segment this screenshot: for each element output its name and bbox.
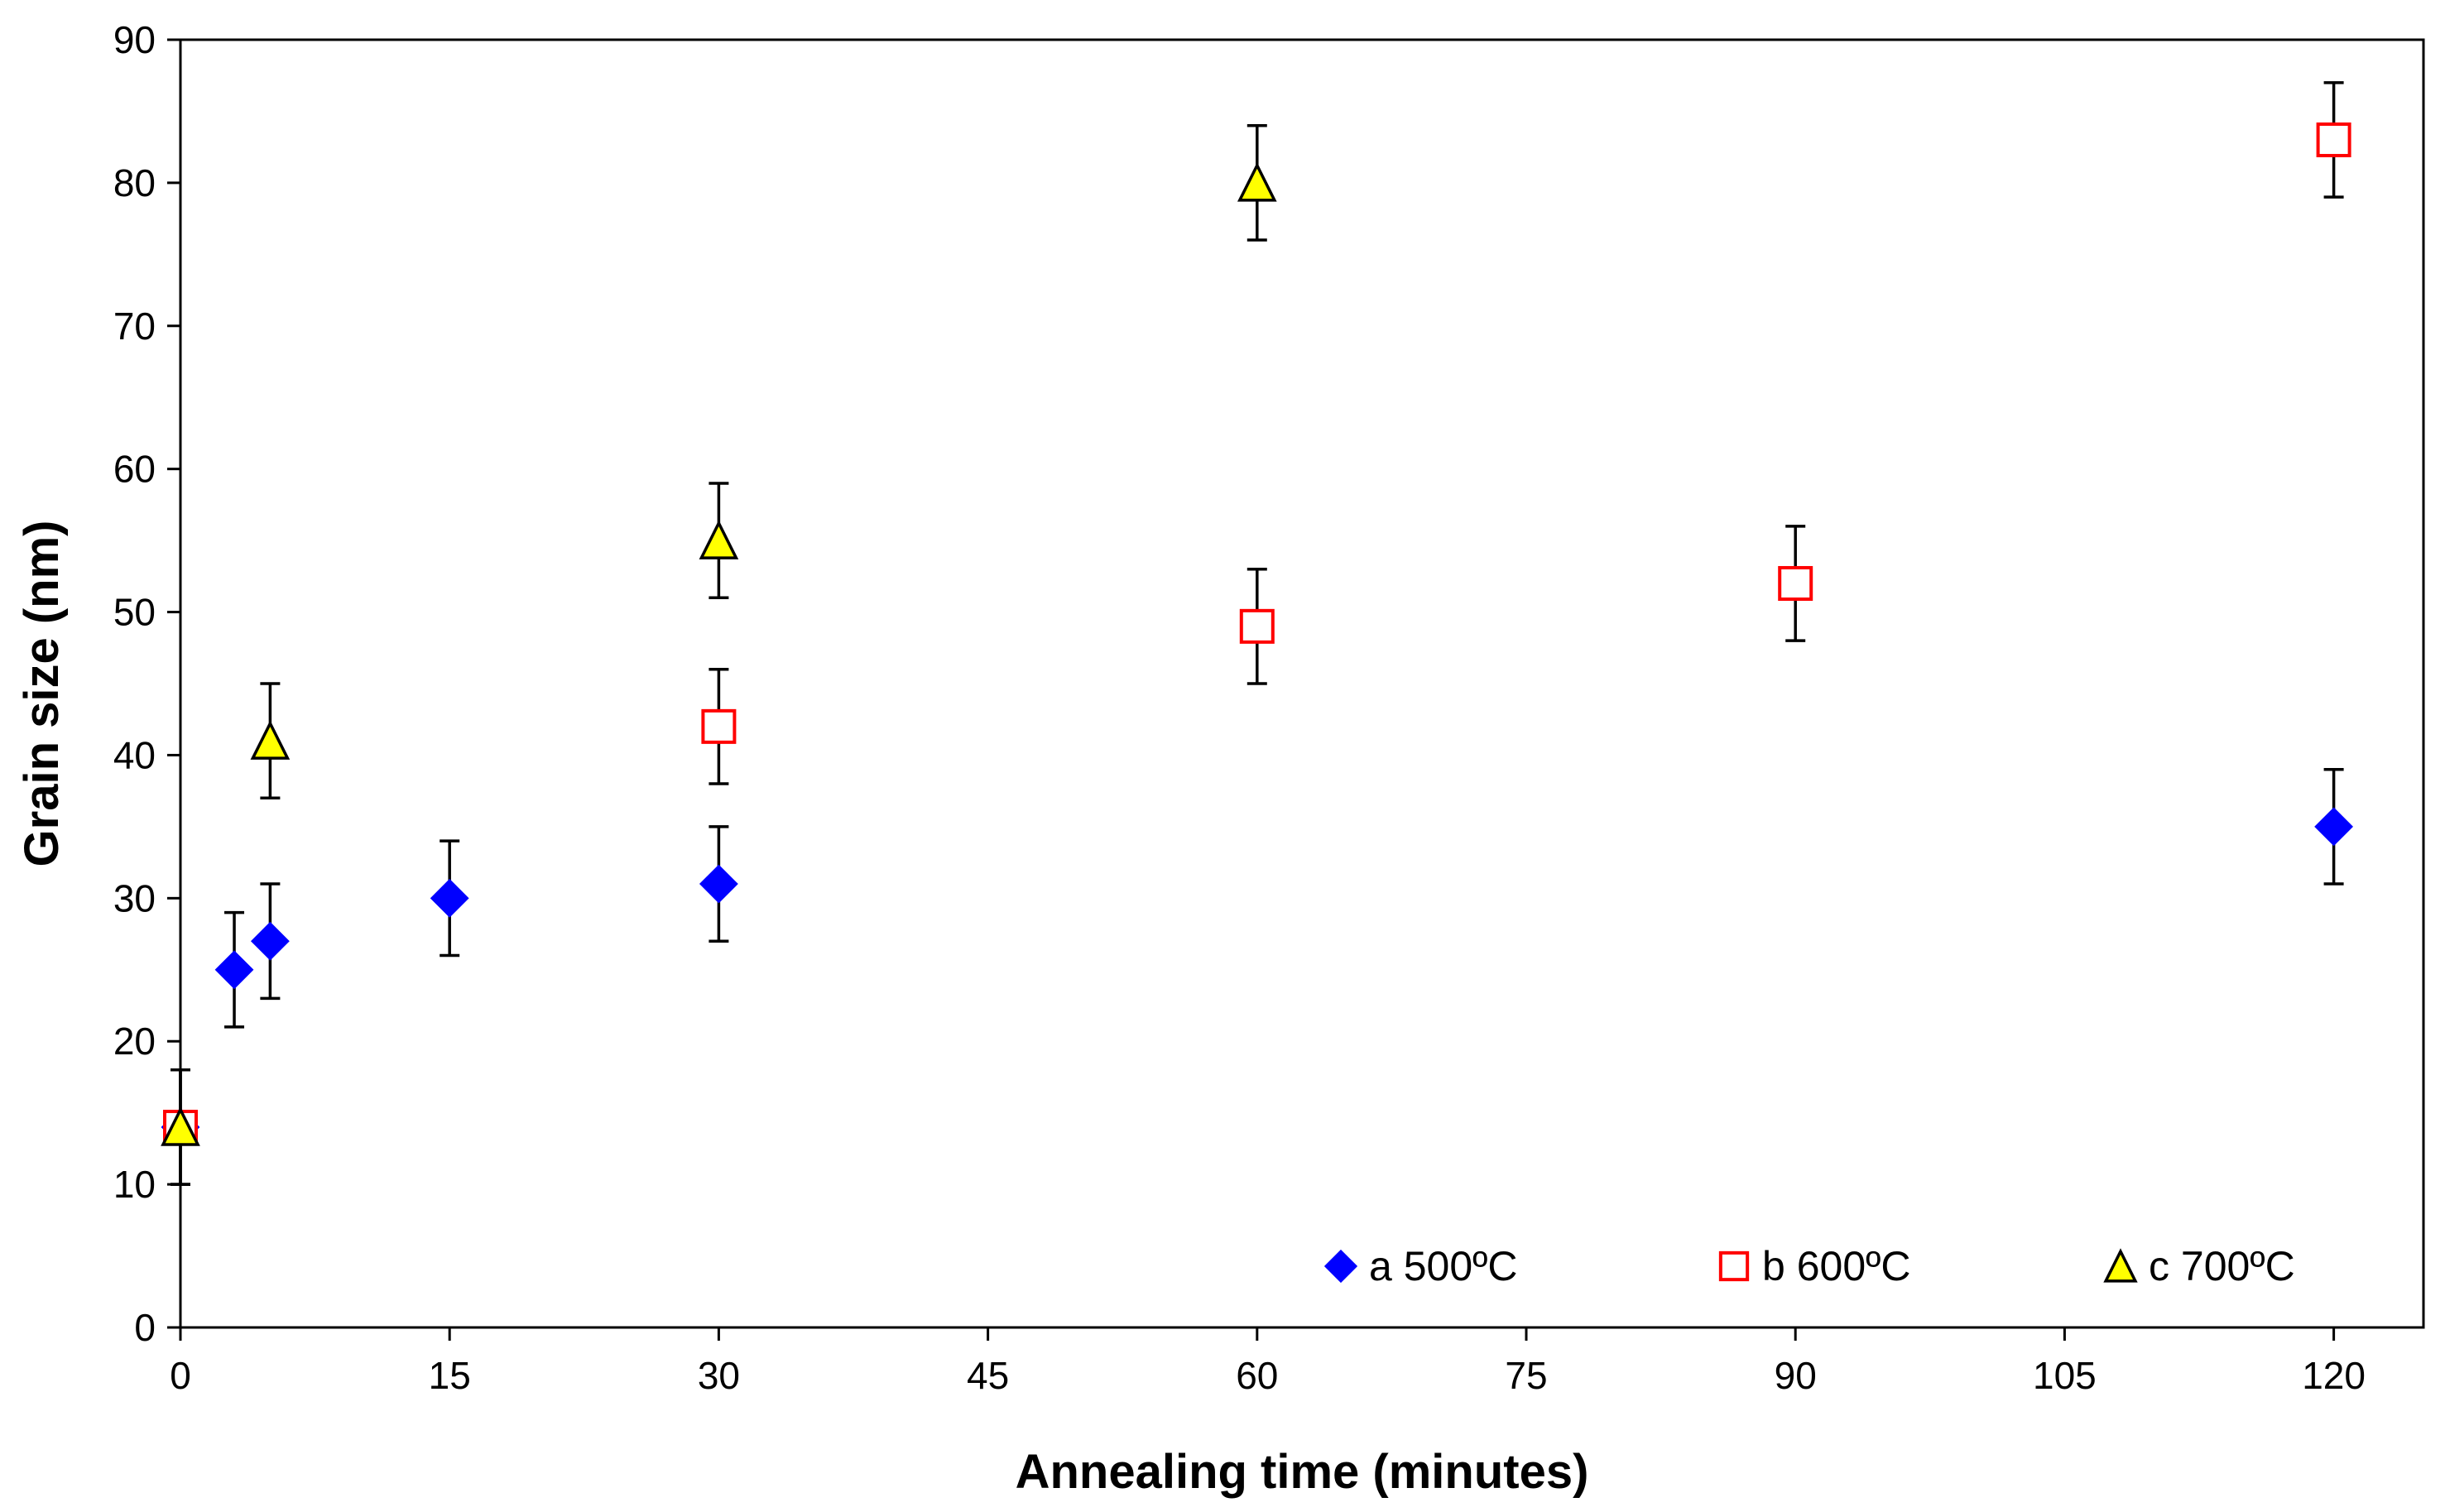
square-marker bbox=[701, 708, 737, 744]
series-triangle bbox=[161, 123, 1277, 1186]
x-axis-title: Annealing time (minutes) bbox=[1016, 1445, 1589, 1499]
y-tick-label: 20 bbox=[113, 1020, 156, 1063]
x-tick-label: 75 bbox=[1505, 1354, 1547, 1397]
x-tick-label: 90 bbox=[1775, 1354, 1817, 1397]
triangle-marker bbox=[250, 720, 291, 760]
y-tick-label: 70 bbox=[113, 305, 156, 348]
x-tick-label: 0 bbox=[170, 1354, 191, 1397]
triangle-marker bbox=[1237, 161, 1277, 202]
diamond-marker bbox=[250, 921, 290, 961]
x-tick-label: 105 bbox=[2033, 1354, 2097, 1397]
y-tick-label: 80 bbox=[113, 161, 156, 204]
square-marker bbox=[2316, 122, 2351, 158]
legend-item: c 700ºC bbox=[2103, 1243, 2295, 1289]
legend-label: a 500ºC bbox=[1369, 1243, 1518, 1289]
diamond-marker bbox=[699, 864, 738, 904]
diamond-marker bbox=[2314, 807, 2354, 847]
y-tick-label: 50 bbox=[113, 591, 156, 634]
y-tick-label: 60 bbox=[113, 448, 156, 491]
triangle-marker bbox=[699, 520, 739, 559]
triangle-marker bbox=[2103, 1248, 2138, 1283]
square-marker bbox=[1778, 565, 1813, 601]
y-tick-label: 0 bbox=[134, 1306, 156, 1349]
x-tick-label: 60 bbox=[1236, 1354, 1278, 1397]
x-tick-label: 30 bbox=[698, 1354, 740, 1397]
y-tick-label: 40 bbox=[113, 733, 156, 776]
legend: a 500ºC b 600ºC c 700ºC bbox=[1323, 1243, 2295, 1289]
triangle-marker bbox=[161, 1106, 200, 1146]
diamond-marker bbox=[430, 878, 469, 918]
square-marker bbox=[1239, 608, 1275, 644]
x-tick-label: 120 bbox=[2302, 1354, 2366, 1397]
y-tick-label: 90 bbox=[113, 18, 156, 61]
x-tick-label: 45 bbox=[967, 1354, 1009, 1397]
diamond-marker bbox=[1323, 1249, 1358, 1284]
x-tick-label: 15 bbox=[429, 1354, 471, 1397]
series-square-open bbox=[163, 81, 2351, 1186]
legend-label: c 700ºC bbox=[2149, 1243, 2295, 1289]
legend-item: a 500ºC bbox=[1323, 1243, 1518, 1289]
plot-border bbox=[179, 38, 2425, 1329]
axis-ticks: 0 15 30 45 60 75 90 105 120 0 10 20 30 40 50 60 70 80 90 bbox=[113, 18, 2366, 1397]
y-axis-title: Grain size (nm) bbox=[15, 521, 69, 867]
y-tick-label: 30 bbox=[113, 876, 156, 919]
y-tick-label: 10 bbox=[113, 1163, 156, 1206]
plot-area bbox=[179, 38, 2425, 1329]
diamond-marker bbox=[214, 950, 254, 990]
data-series bbox=[161, 81, 2354, 1186]
square-marker bbox=[1718, 1250, 1750, 1282]
legend-item: b 600ºC bbox=[1718, 1243, 1911, 1289]
legend-label: b 600ºC bbox=[1762, 1243, 1911, 1289]
